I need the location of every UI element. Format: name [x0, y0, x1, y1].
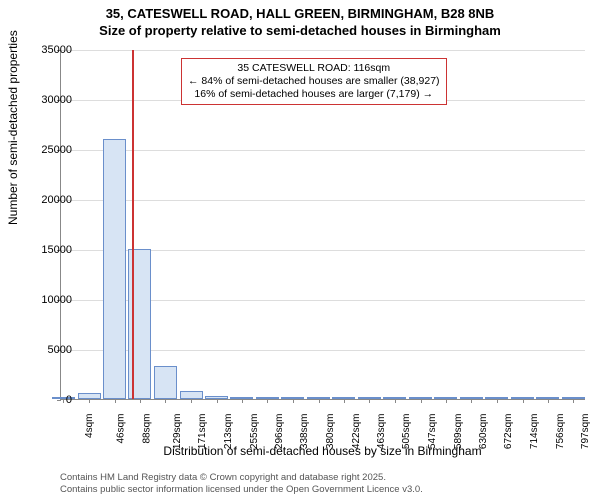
- chart-title-line2: Size of property relative to semi-detach…: [0, 23, 600, 40]
- footer-line2: Contains public sector information licen…: [60, 484, 423, 496]
- xtick-mark: [115, 399, 116, 403]
- ytick-label: 25000: [22, 144, 72, 156]
- xtick-label: 589sqm: [453, 414, 464, 450]
- xtick-mark: [497, 399, 498, 403]
- xtick-label: 4sqm: [84, 414, 95, 438]
- xtick-mark: [421, 399, 422, 403]
- chart-container: { "title_line1": "35, CATESWELL ROAD, HA…: [0, 0, 600, 500]
- histogram-bar: [180, 391, 203, 399]
- xtick-mark: [395, 399, 396, 403]
- annotation-line3: 16% of semi-detached houses are larger (…: [188, 88, 440, 101]
- xtick-label: 547sqm: [427, 414, 438, 450]
- xtick-label: 129sqm: [172, 414, 183, 450]
- ytick-label: 30000: [22, 94, 72, 106]
- xtick-mark: [344, 399, 345, 403]
- xtick-mark: [573, 399, 574, 403]
- ytick-label: 5000: [22, 344, 72, 356]
- xtick-mark: [242, 399, 243, 403]
- xtick-label: 255sqm: [249, 414, 260, 450]
- xtick-label: 296sqm: [274, 414, 285, 450]
- ytick-label: 20000: [22, 194, 72, 206]
- xtick-mark: [267, 399, 268, 403]
- xtick-mark: [523, 399, 524, 403]
- xtick-mark: [217, 399, 218, 403]
- xtick-mark: [165, 399, 166, 403]
- annotation-box: 35 CATESWELL ROAD: 116sqm← 84% of semi-d…: [181, 58, 447, 105]
- xtick-label: 213sqm: [223, 414, 234, 450]
- xtick-label: 797sqm: [580, 414, 591, 450]
- annotation-line2: ← 84% of semi-detached houses are smalle…: [188, 75, 440, 88]
- xtick-mark: [369, 399, 370, 403]
- ytick-label: 35000: [22, 44, 72, 56]
- xtick-label: 88sqm: [141, 414, 152, 444]
- xtick-label: 422sqm: [351, 414, 362, 450]
- annotation-line1: 35 CATESWELL ROAD: 116sqm: [188, 62, 440, 75]
- gridline: [61, 150, 585, 151]
- xtick-mark: [319, 399, 320, 403]
- chart-title-line1: 35, CATESWELL ROAD, HALL GREEN, BIRMINGH…: [0, 0, 600, 23]
- xtick-mark: [191, 399, 192, 403]
- xtick-mark: [446, 399, 447, 403]
- histogram-bar: [154, 366, 177, 399]
- ytick-label: 0: [22, 394, 72, 406]
- gridline: [61, 50, 585, 51]
- xtick-label: 630sqm: [478, 414, 489, 450]
- xtick-label: 463sqm: [376, 414, 387, 450]
- xtick-label: 171sqm: [197, 414, 208, 450]
- footer-attribution: Contains HM Land Registry data © Crown c…: [60, 472, 423, 496]
- xtick-label: 756sqm: [555, 414, 566, 450]
- xtick-mark: [89, 399, 90, 403]
- plot-area: 35 CATESWELL ROAD: 116sqm← 84% of semi-d…: [60, 50, 585, 400]
- xtick-mark: [293, 399, 294, 403]
- xtick-label: 338sqm: [299, 414, 310, 450]
- xtick-mark: [140, 399, 141, 403]
- xtick-label: 505sqm: [401, 414, 412, 450]
- y-axis-label: Number of semi-detached properties: [6, 30, 20, 225]
- ytick-label: 10000: [22, 294, 72, 306]
- footer-line1: Contains HM Land Registry data © Crown c…: [60, 472, 423, 484]
- reference-line: [132, 50, 134, 399]
- xtick-label: 714sqm: [529, 414, 540, 450]
- xtick-label: 672sqm: [503, 414, 514, 450]
- xtick-label: 380sqm: [325, 414, 336, 450]
- xtick-mark: [471, 399, 472, 403]
- gridline: [61, 200, 585, 201]
- histogram-bar: [103, 139, 126, 399]
- ytick-label: 15000: [22, 244, 72, 256]
- xtick-label: 46sqm: [116, 414, 127, 444]
- xtick-mark: [548, 399, 549, 403]
